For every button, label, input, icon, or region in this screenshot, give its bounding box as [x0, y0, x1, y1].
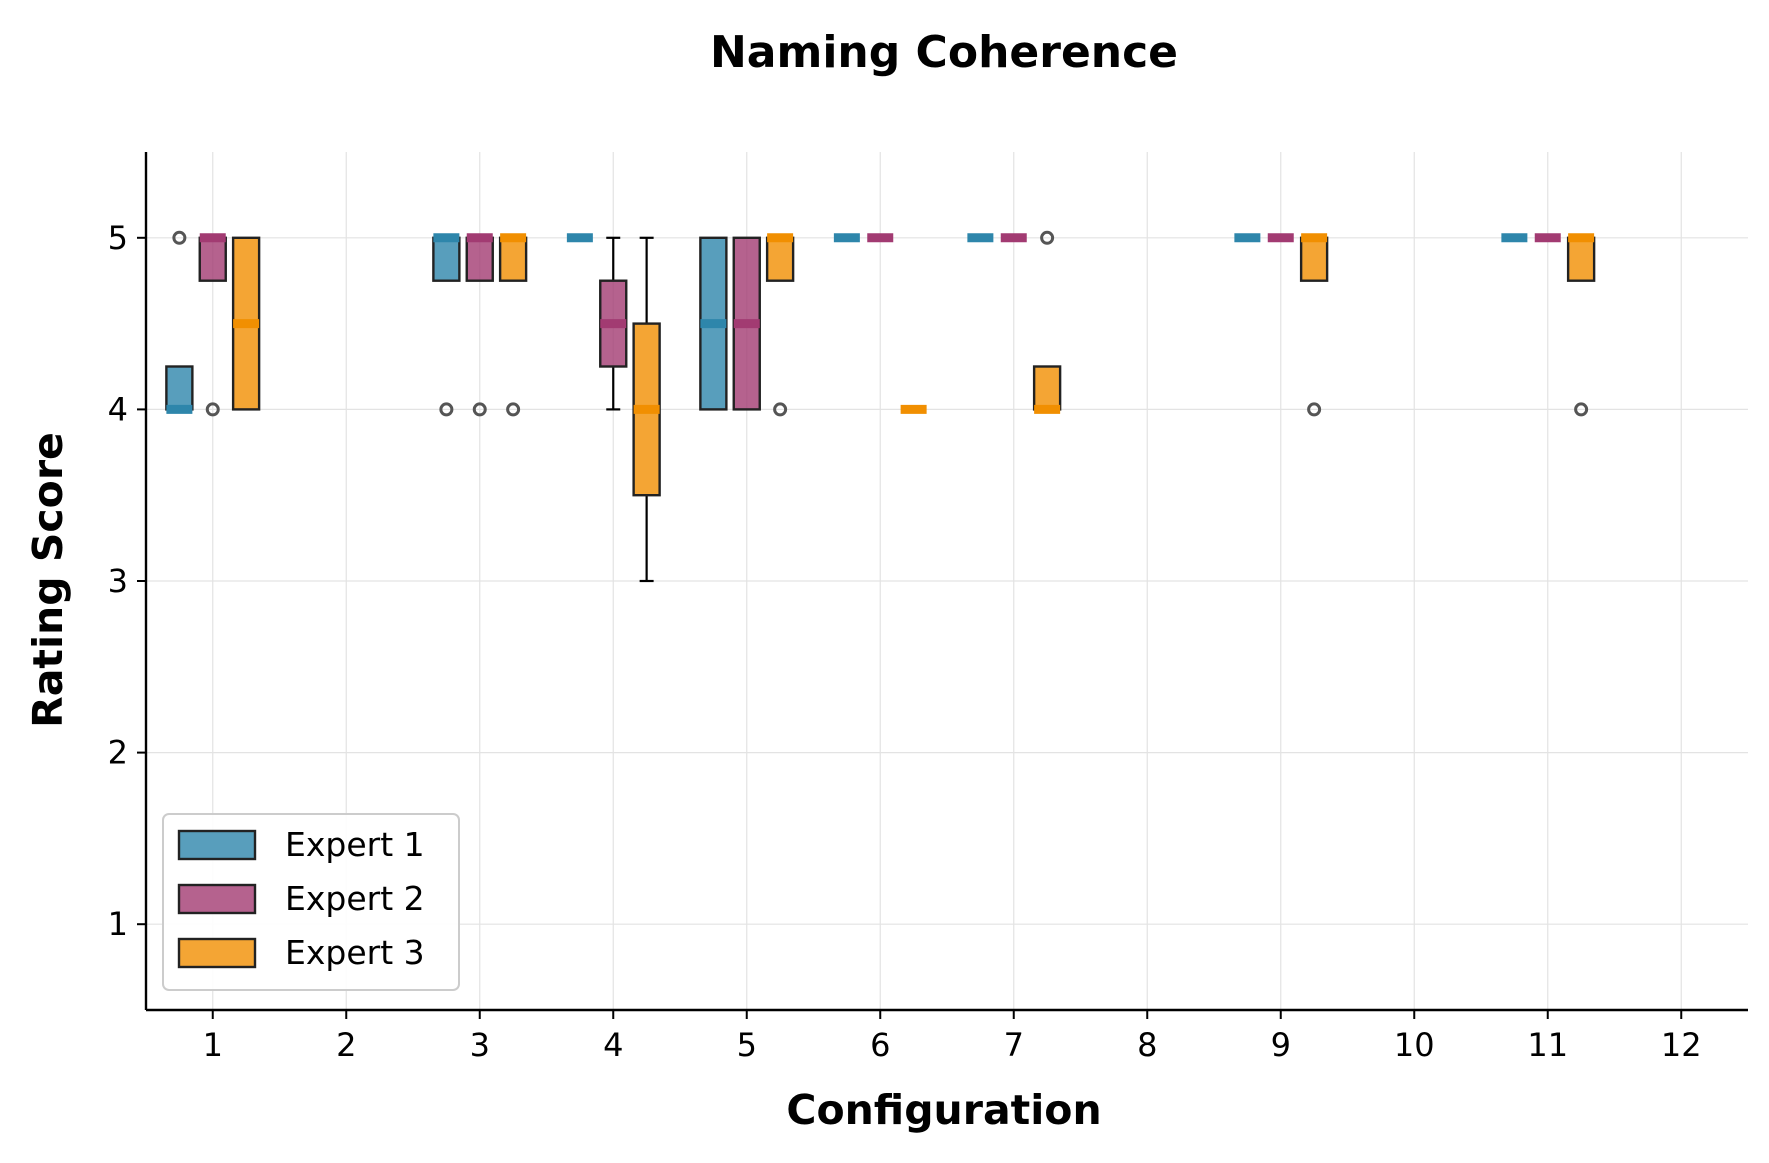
x-tick-label: 2	[336, 1026, 356, 1064]
x-tick-label: 11	[1527, 1026, 1568, 1064]
outlier-point	[1574, 402, 1589, 417]
box-plot-1-config-5	[699, 236, 728, 411]
legend[interactable]: Expert 1 Expert 2 Expert 3	[162, 813, 460, 991]
y-tick-label: 2	[108, 734, 128, 772]
legend-swatch	[177, 937, 257, 969]
x-tick-label: 7	[1004, 1026, 1024, 1064]
box-body	[198, 236, 227, 282]
x-tick-label: 3	[470, 1026, 490, 1064]
x-tick-label: 1	[203, 1026, 223, 1064]
box-plot-3-config-7	[1032, 230, 1062, 414]
y-tick-label: 3	[108, 562, 128, 600]
chart-title: Naming Coherence	[710, 27, 1178, 78]
x-tick-label: 6	[870, 1026, 890, 1064]
x-tick-label: 12	[1661, 1026, 1702, 1064]
box-plot-1-config-1	[165, 230, 194, 414]
box-plots	[165, 230, 1596, 583]
legend-swatch	[177, 829, 257, 861]
legend-swatch	[177, 883, 257, 915]
x-tick-label: 10	[1394, 1026, 1435, 1064]
box-plot-1-config-3	[432, 233, 461, 417]
outlier-point	[1307, 402, 1322, 417]
y-tick-label: 1	[108, 905, 128, 943]
x-tick-label: 4	[603, 1026, 623, 1064]
box-body	[165, 365, 194, 411]
grid-lines	[146, 152, 1748, 1010]
x-tick-label: 9	[1271, 1026, 1291, 1064]
outlier-point	[172, 230, 187, 245]
box-body	[1032, 365, 1062, 411]
y-tick-label: 4	[108, 390, 128, 428]
box-plot-3-config-3	[498, 233, 528, 417]
legend-label: Expert 1	[285, 825, 425, 864]
box-plot-3-config-11	[1566, 233, 1596, 417]
legend-label: Expert 3	[285, 933, 425, 972]
x-tick-label: 5	[737, 1026, 757, 1064]
box-body	[465, 236, 494, 282]
box-plot-3-config-5	[765, 233, 795, 417]
x-axis-label: Configuration	[786, 1086, 1101, 1134]
box-plot-2-config-4	[599, 236, 628, 411]
outlier-point	[439, 402, 454, 417]
box-plot-3-config-4	[632, 236, 661, 583]
box-body	[765, 236, 795, 282]
box-body	[432, 236, 461, 282]
outlier-point	[506, 402, 521, 417]
outlier-point	[472, 402, 487, 417]
outlier-point	[1040, 230, 1055, 245]
box-body	[1299, 236, 1329, 282]
box-plot-3-config-1	[231, 236, 261, 411]
box-body	[1566, 236, 1596, 282]
box-plot-2-config-1	[198, 233, 227, 417]
outlier-point	[205, 402, 220, 417]
box-plot-2-config-3	[465, 233, 494, 417]
box-body	[498, 236, 528, 282]
box-plot-2-config-5	[732, 236, 761, 411]
legend-label: Expert 2	[285, 879, 425, 918]
outlier-point	[773, 402, 788, 417]
x-tick-label: 8	[1137, 1026, 1157, 1064]
y-axis-label: Rating Score	[24, 432, 72, 728]
box-plot-3-config-9	[1299, 233, 1329, 417]
y-tick-label: 5	[108, 219, 128, 257]
